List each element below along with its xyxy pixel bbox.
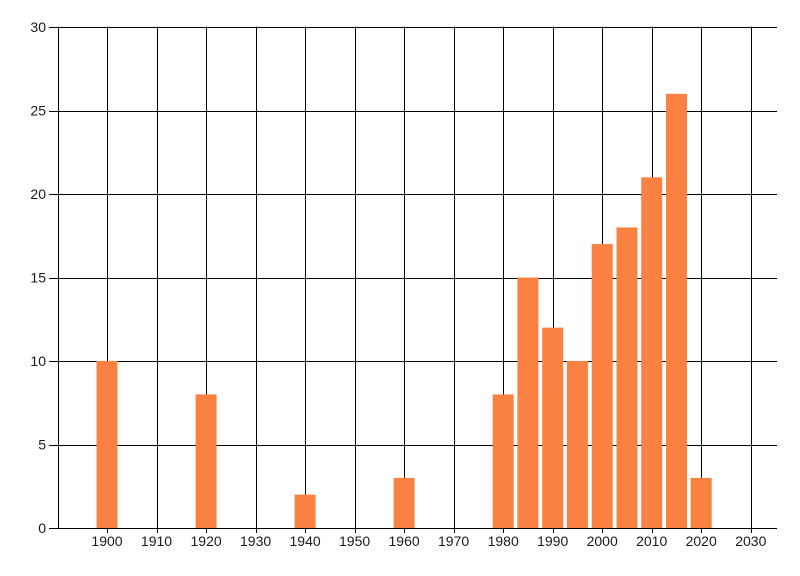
y-tick-label: 20 [30, 186, 46, 202]
bar-1980 [492, 394, 514, 528]
x-tick-label: 2000 [587, 533, 618, 549]
y-tick-label: 15 [30, 270, 46, 286]
y-tick-label: 5 [38, 437, 46, 453]
x-tick-label: 1920 [191, 533, 222, 549]
bar-2000 [591, 244, 613, 528]
x-tick-label: 2010 [636, 533, 667, 549]
bar-2020 [690, 477, 712, 528]
bar-2015 [666, 93, 687, 529]
bar-1920 [195, 394, 217, 528]
bar-1940 [294, 494, 316, 528]
y-tick-label: 30 [30, 19, 46, 35]
bar-1985 [517, 277, 539, 528]
bar-1995 [566, 361, 588, 528]
x-tick-label: 1910 [141, 533, 172, 549]
x-tick-label: 1930 [240, 533, 271, 549]
x-tick-label: 1990 [537, 533, 568, 549]
x-tick-label: 1960 [389, 533, 420, 549]
bar-1900 [96, 361, 118, 528]
x-tick-label: 1970 [438, 533, 469, 549]
y-tick-label: 10 [30, 353, 46, 369]
x-tick-label: 1950 [339, 533, 370, 549]
x-tick-label: 1940 [290, 533, 321, 549]
bar-2010 [641, 177, 663, 529]
bar-2005 [616, 227, 638, 528]
x-tick-label: 2030 [735, 533, 766, 549]
y-tick-label: 25 [30, 103, 46, 119]
x-tick-label: 1980 [488, 533, 519, 549]
x-tick-label: 2020 [686, 533, 717, 549]
y-tick-label: 0 [38, 520, 46, 536]
bar-1960 [393, 477, 415, 528]
x-tick-label: 1900 [91, 533, 122, 549]
bar-1990 [542, 327, 564, 528]
